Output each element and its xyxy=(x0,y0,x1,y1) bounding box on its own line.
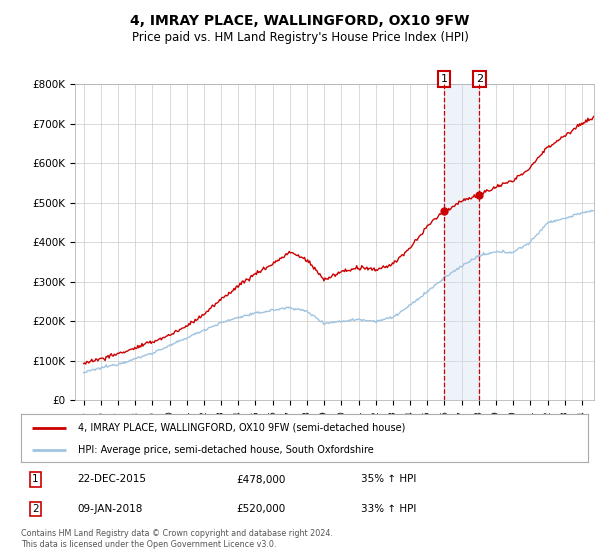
Text: 2: 2 xyxy=(476,74,483,84)
Text: £520,000: £520,000 xyxy=(236,504,286,514)
Text: Price paid vs. HM Land Registry's House Price Index (HPI): Price paid vs. HM Land Registry's House … xyxy=(131,31,469,44)
Text: 22-DEC-2015: 22-DEC-2015 xyxy=(78,474,146,484)
Text: HPI: Average price, semi-detached house, South Oxfordshire: HPI: Average price, semi-detached house,… xyxy=(78,445,373,455)
Text: 33% ↑ HPI: 33% ↑ HPI xyxy=(361,504,416,514)
Text: 2: 2 xyxy=(32,504,38,514)
Text: £478,000: £478,000 xyxy=(236,474,286,484)
Text: 4, IMRAY PLACE, WALLINGFORD, OX10 9FW: 4, IMRAY PLACE, WALLINGFORD, OX10 9FW xyxy=(130,14,470,28)
Text: 1: 1 xyxy=(440,74,448,84)
Text: 4, IMRAY PLACE, WALLINGFORD, OX10 9FW (semi-detached house): 4, IMRAY PLACE, WALLINGFORD, OX10 9FW (s… xyxy=(78,423,405,433)
Text: 1: 1 xyxy=(32,474,38,484)
Text: 09-JAN-2018: 09-JAN-2018 xyxy=(78,504,143,514)
Text: Contains HM Land Registry data © Crown copyright and database right 2024.
This d: Contains HM Land Registry data © Crown c… xyxy=(21,529,333,549)
Bar xyxy=(444,84,479,400)
Text: 35% ↑ HPI: 35% ↑ HPI xyxy=(361,474,416,484)
